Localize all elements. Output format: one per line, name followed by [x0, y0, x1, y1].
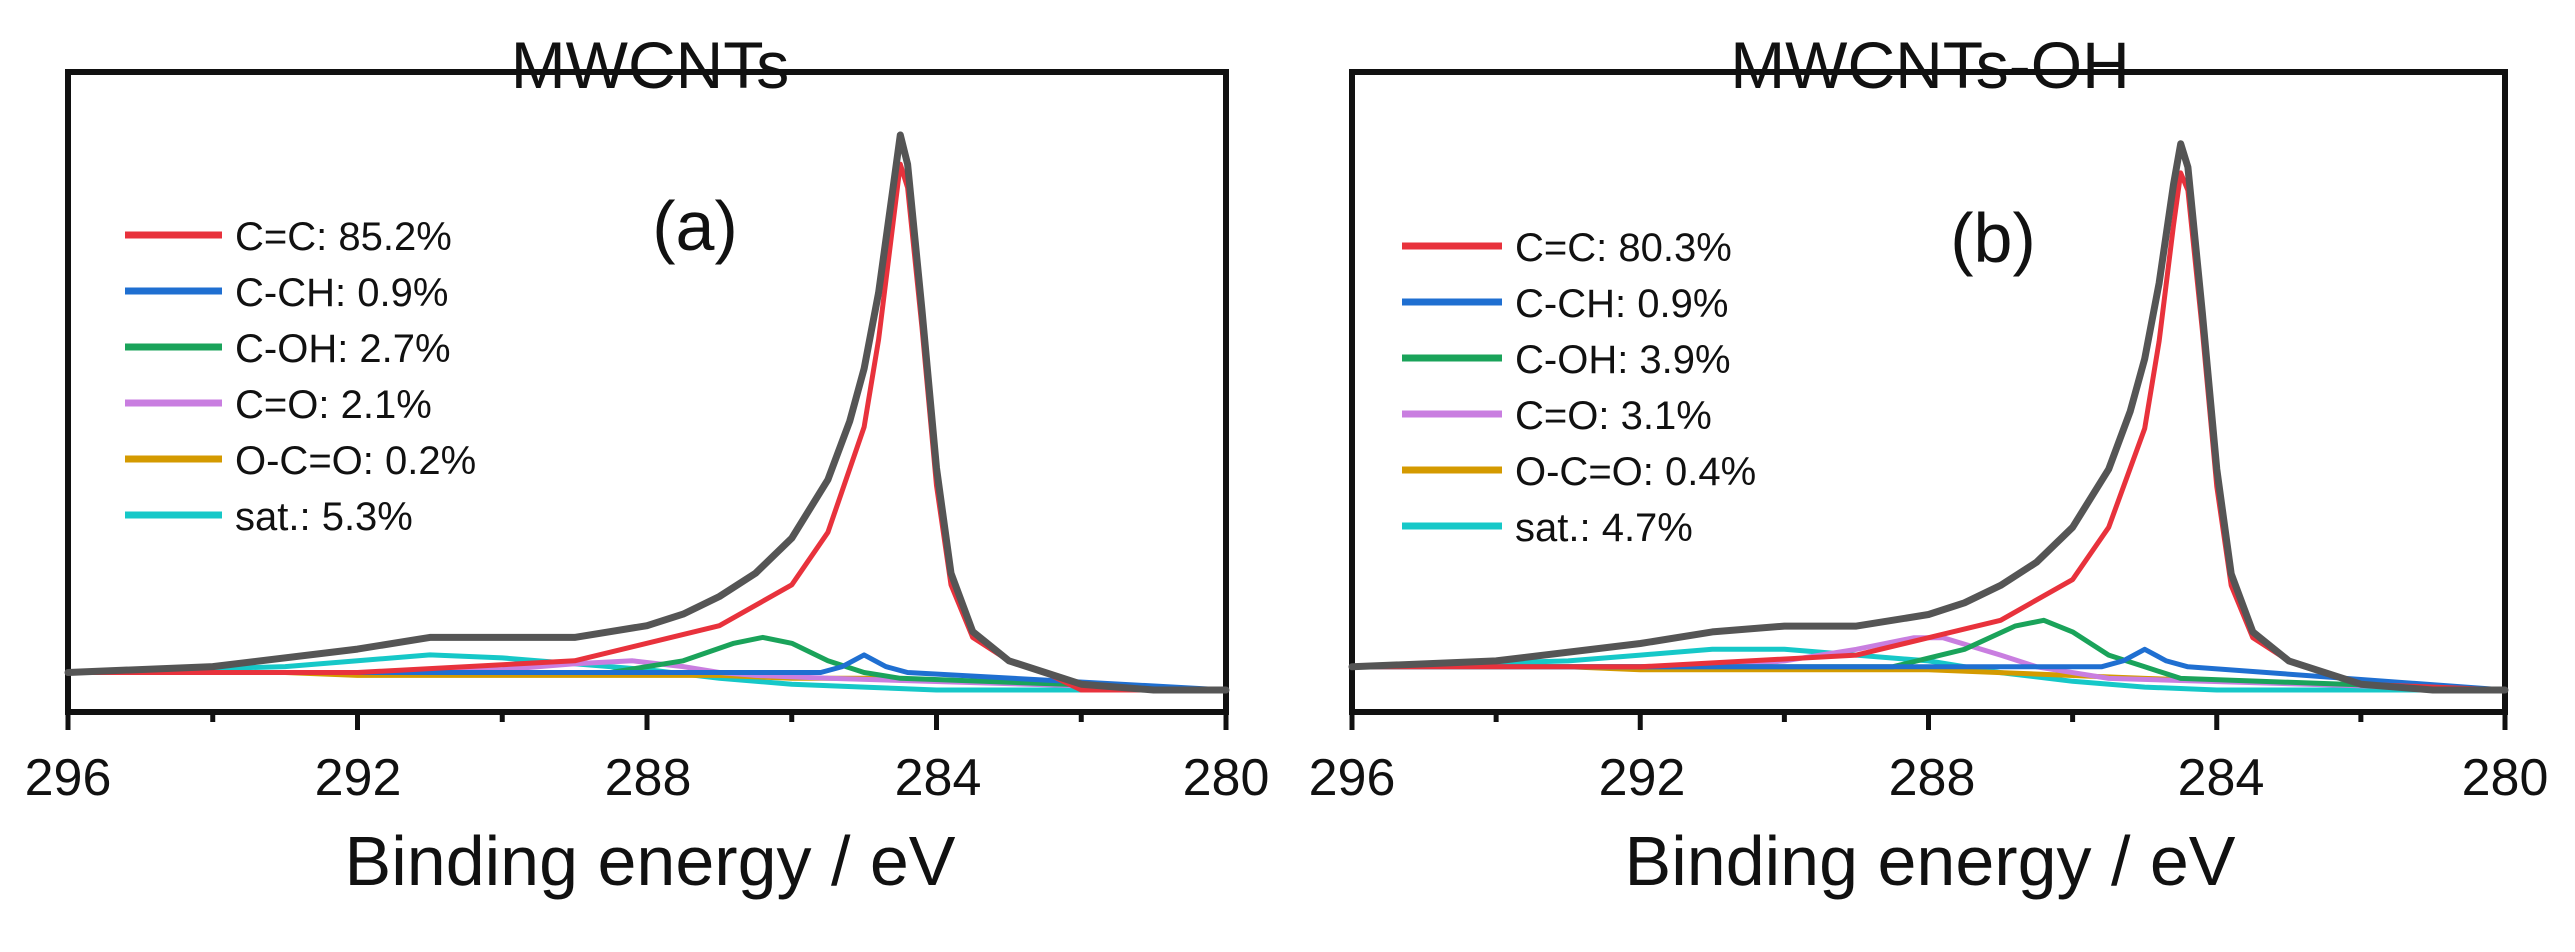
series-line: [65, 652, 1229, 693]
x-tick-label: 296: [1309, 749, 1396, 807]
envelope-line: [64, 131, 1230, 694]
envelope-line: [1348, 140, 2509, 694]
legend-label: O-C=O: 0.2%: [235, 439, 476, 483]
x-axis-label: Binding energy / eV: [345, 822, 956, 900]
legend-label: C=O: 3.1%: [1515, 394, 1712, 438]
panel-mwcnts: MWCNTs (a) Binding energy / eV 296 292 2…: [25, 28, 1270, 900]
x-tick-labels: 296 292 288 284 280: [25, 749, 1270, 807]
legend-label: C=C: 80.3%: [1515, 226, 1732, 270]
legend-label: sat.: 5.3%: [235, 495, 413, 539]
legend-label: C-CH: 0.9%: [235, 271, 448, 315]
x-tick-label: 280: [1183, 749, 1270, 807]
series-line: [1349, 617, 2508, 693]
panel-label: (b): [1950, 199, 2036, 277]
legend-label: C-CH: 0.9%: [1515, 282, 1728, 326]
x-tick-label: 288: [1889, 749, 1976, 807]
x-axis-label: Binding energy / eV: [1625, 822, 2236, 900]
x-tick-label: 284: [895, 749, 982, 807]
x-tick-label: 284: [2178, 749, 2265, 807]
panel-mwcnts-oh: MWCNTs-OH (b) Binding energy / eV 296 29…: [1309, 28, 2549, 900]
x-tick-label: 296: [25, 749, 112, 807]
legend-label: O-C=O: 0.4%: [1515, 450, 1756, 494]
panel-title: MWCNTs: [511, 28, 790, 102]
panel-title: MWCNTs-OH: [1730, 28, 2130, 102]
x-tick-labels: 296 292 288 284 280: [1309, 749, 2549, 807]
legend-label: sat.: 4.7%: [1515, 506, 1693, 550]
legend-label: C=C: 85.2%: [235, 215, 452, 259]
legend-label: C-OH: 2.7%: [235, 327, 451, 371]
legend-label: C-OH: 3.9%: [1515, 338, 1731, 382]
series-line: [65, 634, 1229, 693]
x-tick-label: 292: [1599, 749, 1686, 807]
panel-label: (a): [652, 187, 738, 265]
legend: C=C: 85.2% C-CH: 0.9% C-OH: 2.7% C=O: 2.…: [125, 215, 476, 539]
x-tick-label: 288: [605, 749, 692, 807]
x-tick-label: 292: [315, 749, 402, 807]
x-tick-label: 280: [2462, 749, 2549, 807]
legend-label: C=O: 2.1%: [235, 383, 432, 427]
series-line: [1349, 646, 2508, 693]
legend: C=C: 80.3% C-CH: 0.9% C-OH: 3.9% C=O: 3.…: [1402, 226, 1756, 550]
